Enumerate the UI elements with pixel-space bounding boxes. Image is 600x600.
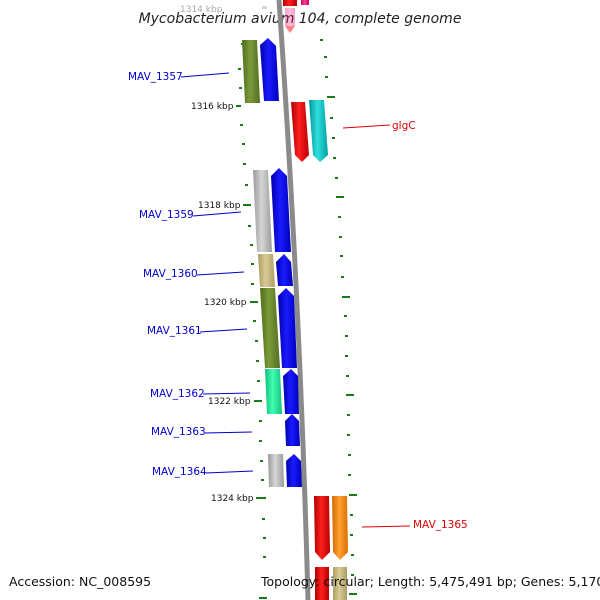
gene-label-glgc[interactable]: glgC xyxy=(392,120,416,132)
scale-label-1316kbp: 1316 kbp xyxy=(191,102,234,112)
gene-partial-top xyxy=(262,0,297,33)
gene-mav1363[interactable] xyxy=(285,414,300,446)
gene-label-mav1360[interactable]: MAV_1360 xyxy=(143,268,198,280)
gene-label-mav1361[interactable]: MAV_1361 xyxy=(147,325,202,337)
scale-label-1314kbp: 1314 kbp xyxy=(180,5,223,15)
scale-label-1318kbp: 1318 kbp xyxy=(198,201,241,211)
gene-label-mav1357[interactable]: MAV_1357 xyxy=(128,71,183,83)
scale-label-1322kbp: 1322 kbp xyxy=(208,397,251,407)
gene-label-mav1365[interactable]: MAV_1365 xyxy=(413,519,468,531)
tick-track-right xyxy=(320,39,357,595)
gene-label-mav1364[interactable]: MAV_1364 xyxy=(152,466,207,478)
gene-glgc[interactable] xyxy=(291,100,328,162)
scale-label-1324kbp: 1324 kbp xyxy=(211,494,254,504)
scale-label-1320kbp: 1320 kbp xyxy=(204,298,247,308)
gene-mav1361[interactable] xyxy=(260,288,297,368)
gene-partial-bottom xyxy=(315,567,347,600)
gene-mav1364[interactable] xyxy=(268,454,302,487)
gene-mav1357[interactable] xyxy=(242,38,279,103)
gene-mav1359[interactable] xyxy=(253,168,291,252)
accession-text: Accession: NC_008595 xyxy=(9,574,152,589)
tick-track-left xyxy=(236,43,267,599)
genome-backbone xyxy=(276,0,311,600)
gene-partial-top-pink xyxy=(301,0,309,5)
map-title: Mycobacterium avium 104, complete genome xyxy=(139,11,462,27)
gene-mav1365[interactable] xyxy=(314,496,348,560)
label-leaders xyxy=(180,72,411,528)
gene-label-mav1363[interactable]: MAV_1363 xyxy=(151,426,206,438)
gene-mav1360[interactable] xyxy=(258,254,293,287)
gene-label-mav1362[interactable]: MAV_1362 xyxy=(150,388,205,400)
topology-text: Topology: circular; Length: 5,475,491 bp… xyxy=(261,574,600,589)
gene-mav1362[interactable] xyxy=(265,369,299,414)
gene-label-mav1359[interactable]: MAV_1359 xyxy=(139,209,194,221)
